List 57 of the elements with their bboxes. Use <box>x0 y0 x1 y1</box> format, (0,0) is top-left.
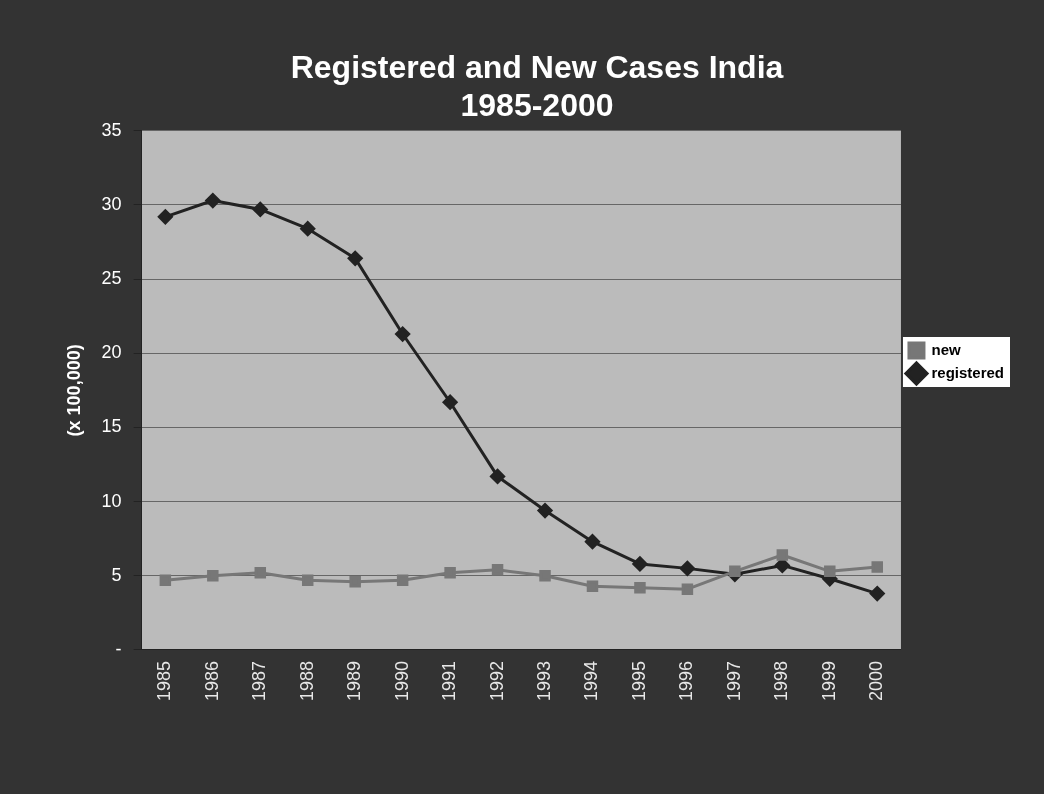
point <box>252 201 268 217</box>
y-tick-label: 25 <box>101 268 122 289</box>
point <box>254 567 267 579</box>
y-tick-label: 35 <box>101 119 122 140</box>
y-tick-label: 15 <box>101 416 122 437</box>
y-axis-title: (x 100,000) <box>63 344 84 437</box>
y-tick-label: 20 <box>101 342 122 363</box>
point <box>159 574 172 586</box>
x-tick-label: 1998 <box>771 660 792 701</box>
x-tick-label: 1990 <box>391 660 412 701</box>
point <box>205 193 221 209</box>
y-tick-label: 30 <box>101 193 122 214</box>
legend-label: new <box>931 340 961 358</box>
point <box>539 570 551 582</box>
point <box>869 586 885 602</box>
point <box>491 564 504 576</box>
point <box>729 565 741 578</box>
point <box>349 575 361 588</box>
x-tick-label: 2000 <box>866 660 887 701</box>
point <box>444 567 456 579</box>
x-tick-label: 1988 <box>296 660 317 701</box>
y-tick-label: 5 <box>111 564 122 585</box>
point <box>300 221 316 237</box>
x-tick-label: 1986 <box>201 660 222 701</box>
point <box>681 583 694 595</box>
x-tick-label: 1994 <box>581 660 602 701</box>
point <box>824 565 836 578</box>
point <box>347 250 363 266</box>
x-tick-label: 1999 <box>818 660 839 701</box>
x-tick-label: 1985 <box>154 660 175 701</box>
point <box>586 580 599 592</box>
x-tick-label: 1992 <box>486 660 507 701</box>
x-tick-label: 1991 <box>439 660 460 701</box>
point <box>776 549 789 561</box>
point <box>634 581 646 594</box>
x-tick-label: 1995 <box>628 660 649 701</box>
x-tick-label: 1989 <box>344 660 365 701</box>
legend-label: registered <box>931 363 1005 381</box>
y-tick-label: - <box>115 638 122 659</box>
point <box>157 209 173 225</box>
x-tick-label: 1996 <box>676 660 697 701</box>
point <box>537 503 553 519</box>
chart-title: Registered and New Cases India 1985-2000 <box>290 49 784 124</box>
point <box>395 326 411 342</box>
point <box>490 468 506 484</box>
point <box>679 560 695 576</box>
point <box>632 556 648 572</box>
x-tick-label: 1997 <box>723 660 744 701</box>
point <box>301 574 314 586</box>
point <box>584 534 600 550</box>
point <box>396 574 409 586</box>
x-tick-label: 1993 <box>533 660 554 701</box>
y-tick-label: 10 <box>101 490 122 511</box>
point <box>207 570 219 582</box>
point <box>871 561 883 573</box>
x-tick-label: 1987 <box>249 660 270 701</box>
point <box>442 394 458 410</box>
